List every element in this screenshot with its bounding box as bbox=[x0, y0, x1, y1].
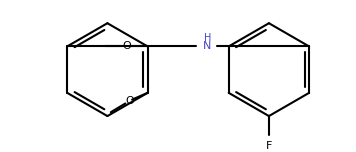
Text: O: O bbox=[122, 41, 131, 51]
Text: F: F bbox=[266, 141, 272, 151]
Text: H: H bbox=[204, 33, 211, 43]
Text: N: N bbox=[203, 41, 212, 51]
Text: O: O bbox=[126, 96, 135, 106]
